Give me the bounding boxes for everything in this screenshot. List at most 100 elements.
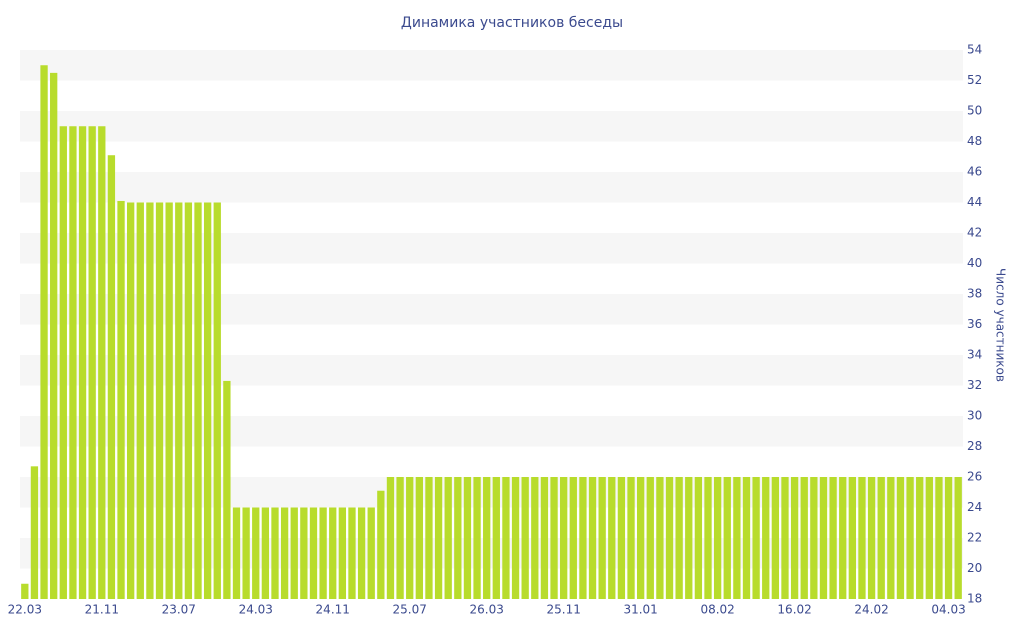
bar <box>40 65 48 599</box>
y-tick-label: 36 <box>967 317 982 331</box>
x-tick-label: 21.11 <box>85 603 119 617</box>
bar <box>579 477 587 599</box>
bar <box>925 477 933 599</box>
bar <box>771 477 780 599</box>
y-tick-label: 38 <box>967 287 982 301</box>
bar <box>415 477 423 599</box>
x-tick-label: 16.02 <box>777 603 811 617</box>
bar <box>800 477 808 599</box>
bar <box>646 477 654 599</box>
chart-title: Динамика участников беседы <box>401 15 623 31</box>
bar <box>155 202 164 599</box>
bar <box>406 477 414 599</box>
bar <box>887 477 895 599</box>
bar <box>848 477 856 599</box>
x-tick-label: 24.11 <box>316 603 350 617</box>
bar <box>540 477 549 599</box>
bar <box>935 477 943 599</box>
bar <box>550 477 558 599</box>
bar <box>348 507 356 599</box>
y-tick-label: 26 <box>967 470 982 484</box>
bar <box>98 126 106 599</box>
bar <box>483 477 491 599</box>
y-tick-label: 42 <box>967 226 982 240</box>
bar <box>916 477 924 599</box>
y-tick-label: 32 <box>967 378 982 392</box>
bar <box>223 380 231 599</box>
x-tick-label: 25.07 <box>393 603 427 617</box>
bar <box>906 477 914 599</box>
bar <box>69 126 77 599</box>
bar <box>175 202 183 599</box>
bar <box>184 202 193 599</box>
bar <box>473 477 481 599</box>
bar <box>309 507 318 599</box>
grid-band <box>20 172 963 203</box>
bar <box>944 477 953 599</box>
bar <box>742 477 751 599</box>
bar <box>280 507 289 599</box>
bar <box>954 477 962 599</box>
bar <box>78 126 87 599</box>
bar <box>762 477 770 599</box>
bar <box>357 507 366 599</box>
bar <box>252 507 260 599</box>
grid-band <box>20 50 963 81</box>
bar <box>59 126 67 599</box>
bar <box>608 477 616 599</box>
y-tick-label: 54 <box>967 43 982 57</box>
bar <box>781 477 789 599</box>
y-tick-label: 18 <box>967 592 982 606</box>
bar <box>752 477 760 599</box>
x-tick-label: 04.03 <box>931 603 965 617</box>
y-tick-label: 40 <box>967 256 982 270</box>
bar <box>454 477 462 599</box>
bar <box>675 477 683 599</box>
y-tick-label: 52 <box>967 73 982 87</box>
bar <box>617 477 626 599</box>
y-tick-label: 24 <box>967 500 982 514</box>
bar <box>627 477 635 599</box>
y-tick-label: 46 <box>967 165 982 179</box>
bar <box>338 507 347 599</box>
bar <box>21 583 29 599</box>
bar <box>136 202 144 599</box>
bar <box>290 507 298 599</box>
bar <box>492 477 500 599</box>
x-tick-label: 23.07 <box>162 603 196 617</box>
bar <box>261 507 270 599</box>
bar <box>636 477 645 599</box>
bar <box>723 477 731 599</box>
bar <box>598 477 606 599</box>
bar <box>367 507 375 599</box>
bar <box>444 477 452 599</box>
bar <box>463 477 472 599</box>
bar <box>232 507 241 599</box>
bar <box>107 155 116 599</box>
bar <box>877 477 885 599</box>
bar <box>521 477 529 599</box>
bar <box>713 477 722 599</box>
x-tick-label: 24.03 <box>239 603 273 617</box>
bar <box>867 477 876 599</box>
y-tick-label: 44 <box>967 195 982 209</box>
bar <box>665 477 674 599</box>
bar <box>88 126 96 599</box>
bar <box>203 202 212 599</box>
bar <box>425 477 433 599</box>
bar <box>146 202 154 599</box>
bar <box>656 477 664 599</box>
bar <box>704 477 712 599</box>
bar <box>319 507 327 599</box>
x-tick-label: 31.01 <box>623 603 657 617</box>
y-tick-label: 48 <box>967 134 982 148</box>
bar <box>329 507 337 599</box>
y-tick-label: 34 <box>967 348 982 362</box>
x-tick-label: 26.03 <box>470 603 504 617</box>
y-tick-label: 22 <box>967 531 982 545</box>
x-tick-label: 22.03 <box>8 603 42 617</box>
bar <box>685 477 693 599</box>
y-tick-label: 50 <box>967 104 982 118</box>
bar <box>194 202 202 599</box>
